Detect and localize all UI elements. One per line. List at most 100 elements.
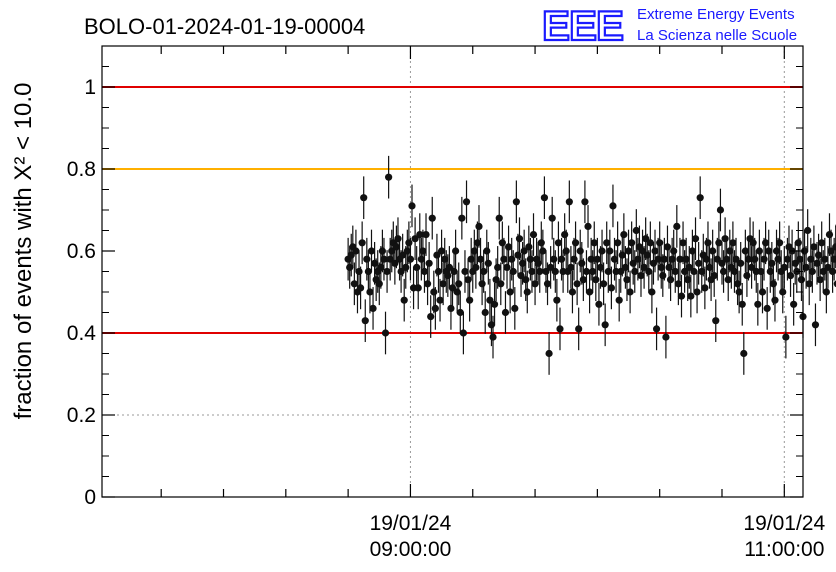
data-point [562,247,570,255]
data-point [486,296,494,304]
data-point [601,321,609,329]
run-title: BOLO-01-2024-01-19-00004 [84,14,365,39]
data-point [575,325,583,333]
data-point [701,284,709,292]
data-point [810,243,818,251]
data-point [553,296,561,304]
data-point [425,259,433,267]
data-point [670,247,678,255]
data-point [522,276,530,284]
data-point [832,243,836,251]
data-point [508,255,516,263]
y-tick-label: 0.2 [67,404,96,427]
data-point [554,239,563,247]
data-point [358,239,366,247]
data-point [659,272,667,280]
data-point [758,288,767,296]
data-point [631,267,639,276]
data-point [427,313,435,321]
data-point [511,304,519,312]
data-point [483,247,491,255]
data-point [802,263,810,271]
data-point [724,276,732,284]
data-point [551,267,559,276]
y-tick-label: 0.6 [67,240,96,263]
data-point [628,239,636,247]
data-point [512,198,520,206]
data-point [363,255,371,263]
data-point [434,267,443,276]
data-point [537,239,545,247]
data-point [590,239,598,247]
data-point [478,280,486,288]
data-point [786,272,795,280]
data-point [811,321,820,329]
data-point [431,304,439,312]
data-point [489,333,497,341]
data-point [782,333,790,341]
data-point [751,255,759,263]
data-point [662,333,670,341]
data-point [696,194,704,202]
data-point [821,255,829,263]
data-point [428,214,436,222]
data-point [504,243,513,251]
data-point [360,194,368,202]
data-point [375,280,383,288]
data-point [422,231,430,239]
data-point [712,317,720,325]
data-point [740,349,748,358]
data-point [408,202,416,210]
data-point [755,247,763,255]
data-point [547,263,555,271]
data-point [411,235,419,243]
data-point [687,292,695,300]
x-tick-date-label: 19/01/24 [370,512,452,535]
data-point [383,267,391,276]
data-point [436,296,444,304]
data-point [710,272,718,280]
data-point [814,251,823,259]
data-point [578,259,586,267]
data-point [355,267,363,276]
y-tick-label: 1 [84,76,96,99]
data-point [557,255,566,263]
data-point [685,263,693,271]
data-point [763,304,771,312]
data-point [550,255,558,263]
y-tick-label: 0.4 [67,322,97,345]
data-point [445,263,453,271]
data-point [520,247,528,255]
data-point [677,292,686,300]
data-point [472,263,480,271]
data-point [828,267,836,276]
data-point [822,288,830,296]
data-point [416,231,424,239]
data-point [561,231,569,239]
data-point [729,239,737,247]
data-point [439,280,447,288]
data-point [663,243,672,251]
data-point [356,284,365,292]
data-point [498,239,506,247]
data-point [497,280,505,288]
data-point [476,255,485,263]
data-point [366,288,374,296]
data-point [637,272,645,280]
data-point [719,267,728,276]
data-point [735,288,743,296]
data-point [674,280,682,288]
data-point [430,288,438,296]
data-point [620,231,628,239]
data-point [666,276,675,284]
data-point [743,272,751,280]
data-point [715,239,723,247]
data-point [762,239,770,247]
data-point [540,194,549,202]
data-point [526,255,534,263]
data-point [545,349,553,358]
data-point [721,235,729,243]
data-point [548,214,556,222]
x-tick-time-label: 11:00:00 [744,538,824,561]
data-point [776,239,784,247]
